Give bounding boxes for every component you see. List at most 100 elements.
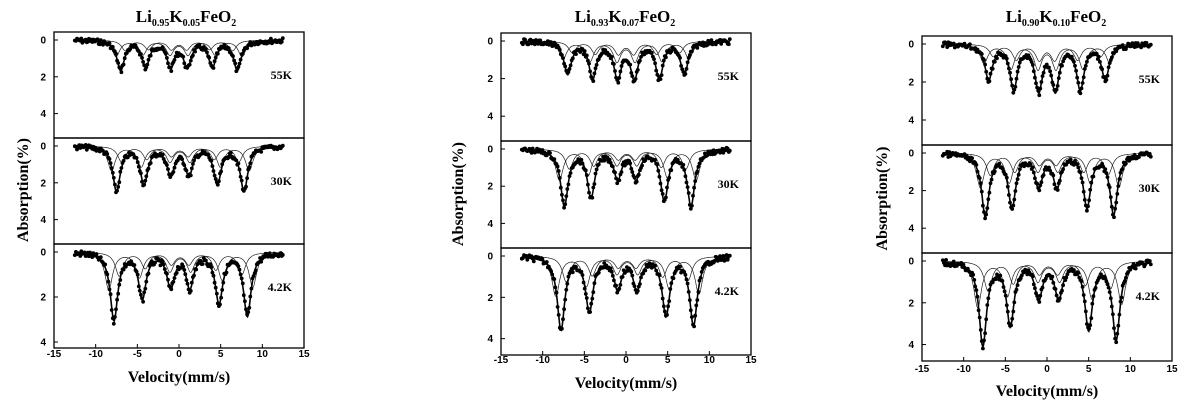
data-point <box>531 259 536 264</box>
data-points <box>72 36 285 75</box>
x-tick-label: 10 <box>257 349 269 360</box>
data-point <box>200 262 205 266</box>
data-point <box>719 42 724 46</box>
temperature-label: 30K <box>718 177 740 191</box>
temperature-label: 4.2K <box>268 280 293 294</box>
y-axis-label: Absorption(%) <box>874 146 891 250</box>
y-tick-label: 0 <box>40 142 46 153</box>
fit-curve <box>942 43 1151 95</box>
panel-30K: 0 2 4 30K <box>40 137 305 245</box>
fit-curve <box>74 146 283 193</box>
y-tick-label: 2 <box>487 293 493 304</box>
y-tick-label: 2 <box>40 178 46 189</box>
x-tick-label: -5 <box>133 349 142 360</box>
data-point <box>944 258 948 262</box>
y-tick-label: 0 <box>908 257 914 268</box>
data-point <box>947 150 952 154</box>
temperature-label: 30K <box>271 174 293 188</box>
subspectrum-curve <box>942 261 1152 309</box>
y-tick-label: 0 <box>487 252 493 263</box>
x-tick-label: 0 <box>1044 364 1050 375</box>
y-tick-label: 4 <box>487 112 493 123</box>
x-axis-label: Velocity(mm/s) <box>996 383 1099 400</box>
y-tick-label: 0 <box>487 145 493 156</box>
fit-curve <box>74 252 283 323</box>
subspectrum-curve <box>942 261 1152 292</box>
data-point <box>521 42 525 47</box>
panel-30K: 0 2 4 30K <box>487 140 752 249</box>
x-tick-label: -10 <box>88 349 103 360</box>
data-point <box>1112 215 1116 220</box>
data-point <box>540 148 545 152</box>
data-point <box>129 259 134 264</box>
data-point <box>1011 90 1016 95</box>
y-tick-label: 2 <box>908 78 914 89</box>
spectrum-figure-1: Li0.95K0.05FeO2 Absorption(%) Velocity(mm/… <box>15 7 310 386</box>
y-tick-label: 4 <box>40 338 46 349</box>
data-points <box>519 253 732 331</box>
panel-frame <box>53 31 305 139</box>
y-tick-label: 4 <box>908 116 914 127</box>
x-tick-label: -5 <box>1001 364 1010 375</box>
data-point <box>615 181 620 186</box>
chart-title: Li0.93K0.07FeO2 <box>575 7 675 29</box>
panel-55K: 0 2 4 55K <box>908 35 1173 146</box>
data-point <box>727 253 732 258</box>
data-point <box>83 143 88 147</box>
y-tick-label: 0 <box>40 248 46 259</box>
data-point <box>574 265 578 269</box>
y-tick-label: 2 <box>487 74 493 85</box>
x-tick-label: -15 <box>494 355 509 366</box>
x-tick-label: 5 <box>1086 364 1092 375</box>
fit-curve <box>74 39 283 72</box>
chart-title: Li0.90K0.10FeO2 <box>1006 7 1106 29</box>
subspectrum-curve <box>942 43 1152 62</box>
data-point <box>530 146 535 151</box>
data-point <box>726 42 731 47</box>
fit-curve <box>521 149 730 209</box>
y-tick-label: 4 <box>908 340 914 351</box>
data-point <box>1144 41 1149 45</box>
data-point <box>1037 93 1042 98</box>
subspectrum-curve <box>521 40 731 56</box>
data-point <box>1148 154 1153 159</box>
temperature-label: 55K <box>718 69 740 83</box>
x-axis-label: Velocity(mm/s) <box>575 375 678 392</box>
y-tick-label: 0 <box>40 36 46 47</box>
y-tick-label: 2 <box>40 72 46 83</box>
data-point <box>951 259 956 264</box>
panel-4.2K: 0 2 4 4.2K <box>487 247 752 356</box>
panel-frame <box>921 144 1173 254</box>
x-tick-label: 5 <box>665 355 671 366</box>
data-points <box>72 249 285 326</box>
data-point <box>1068 157 1073 162</box>
subspectrum-curve <box>521 148 731 170</box>
x-tick-label: 10 <box>1125 364 1137 375</box>
x-tick-label: -15 <box>915 364 930 375</box>
y-tick-label: 0 <box>908 40 914 51</box>
y-tick-label: 0 <box>908 149 914 160</box>
data-point <box>280 36 285 41</box>
fit-curve <box>942 153 1151 219</box>
y-axis-label: Absorption(%) <box>15 138 32 242</box>
data-point <box>98 255 103 260</box>
data-point <box>1078 91 1083 96</box>
subspectrum-curve <box>942 153 1152 189</box>
data-point <box>525 257 530 262</box>
data-point <box>688 206 693 211</box>
fit-curve <box>521 256 730 332</box>
data-point <box>94 252 99 256</box>
data-point <box>678 264 682 269</box>
x-tick-label: 5 <box>218 349 224 360</box>
y-tick-label: 2 <box>40 293 46 304</box>
y-tick-label: 2 <box>487 182 493 193</box>
temperature-label: 55K <box>1139 72 1161 86</box>
panel-frame <box>500 32 752 142</box>
data-point <box>727 37 732 41</box>
data-point <box>997 161 1002 166</box>
data-points <box>940 40 1153 98</box>
x-tick-label: -15 <box>47 349 62 360</box>
data-point <box>968 42 972 47</box>
data-point <box>259 150 264 154</box>
panel-4.2K: 0 2 4 4.2K <box>908 252 1173 362</box>
